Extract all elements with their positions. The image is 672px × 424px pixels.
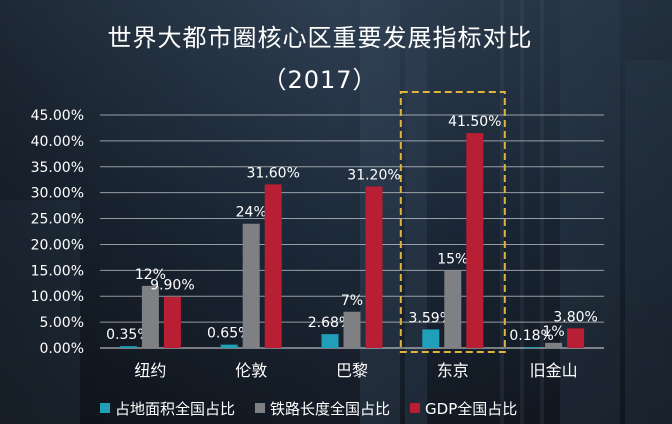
legend-swatch [100, 403, 110, 413]
bar-3-1 [444, 270, 462, 348]
bar-1-2 [264, 184, 282, 348]
y-tick-label: 5.00% [40, 315, 84, 331]
data-label: 9.90% [150, 278, 194, 294]
legend-swatch [255, 403, 266, 413]
data-label: 7% [341, 293, 363, 309]
legend-label: 占地面积全国占比 [115, 399, 236, 418]
legend-item-area: 占地面积全国占比 [100, 398, 235, 419]
bar-2-1 [343, 311, 361, 348]
data-label: 3.80% [553, 309, 597, 325]
x-tick-label: 纽约 [134, 361, 166, 380]
bar-2-2 [365, 186, 383, 348]
y-tick-label: 10.00% [31, 289, 84, 305]
data-label: 0.18% [509, 328, 553, 344]
chart-subtitle: （2017） [262, 66, 378, 94]
bar-4-1 [545, 342, 563, 348]
bar-2-0 [321, 334, 339, 348]
data-label: 0.65% [207, 326, 251, 342]
x-tick-label: 巴黎 [336, 361, 368, 380]
chart-legend: 占地面积全国占比 铁路长度全国占比 GDP全国占比 [100, 396, 517, 420]
y-tick-label: 40.00% [31, 134, 84, 150]
bar-4-0 [523, 347, 541, 348]
legend-label: GDP全国占比 [425, 399, 518, 418]
data-label: 41.50% [448, 114, 501, 130]
data-label: 3.59% [409, 310, 453, 326]
data-label: 2.68% [308, 315, 352, 331]
data-label: 12% [135, 267, 166, 283]
bar-0-1 [141, 285, 159, 348]
y-tick-label: 45.00% [31, 108, 84, 124]
y-tick-label: 35.00% [31, 160, 84, 176]
x-tick-label: 伦敦 [235, 361, 267, 380]
legend-item-gdp: GDP全国占比 [410, 398, 517, 419]
x-tick-label: 旧金山 [530, 361, 578, 380]
y-tick-label: 0.00% [40, 341, 84, 357]
bar-1-1 [242, 223, 260, 348]
legend-swatch [410, 403, 421, 413]
data-label: 24% [236, 205, 267, 221]
bar-1-0 [220, 344, 238, 348]
x-tick-label: 东京 [437, 361, 469, 380]
data-label: 15% [437, 251, 468, 267]
data-label: 31.20% [347, 167, 400, 183]
data-label: 0.35% [106, 327, 150, 343]
bar-3-0 [422, 329, 440, 348]
data-label: 1% [542, 324, 564, 340]
bar-3-2 [466, 133, 484, 348]
bar-4-2 [567, 328, 585, 348]
legend-item-railway: 铁路长度全国占比 [255, 398, 390, 419]
y-tick-label: 25.00% [31, 212, 84, 228]
bar-0-2 [163, 296, 181, 348]
y-tick-label: 20.00% [31, 237, 84, 253]
highlight-box [399, 91, 506, 353]
y-tick-label: 30.00% [31, 186, 84, 202]
chart-title: 世界大都市圈核心区重要发展指标对比 [107, 24, 533, 52]
y-tick-label: 15.00% [31, 263, 84, 279]
bar-0-0 [119, 346, 137, 348]
legend-label: 铁路长度全国占比 [270, 399, 391, 418]
data-label: 31.60% [247, 165, 300, 181]
